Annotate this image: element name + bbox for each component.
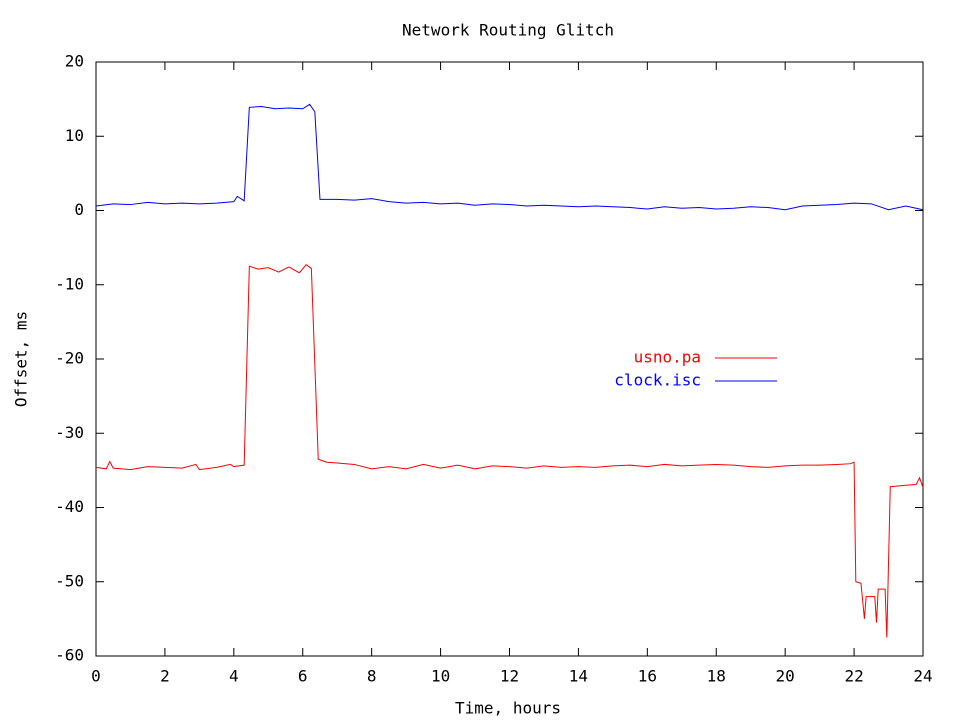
y-tick-label: 20 <box>65 52 84 71</box>
y-tick-label: -50 <box>55 571 84 590</box>
series-line <box>95 103 924 211</box>
x-tick-label: 18 <box>707 667 726 686</box>
y-tick-label: 10 <box>65 126 84 145</box>
y-tick-label: -10 <box>55 274 84 293</box>
x-tick-label: 0 <box>91 667 101 686</box>
x-tick-label: 10 <box>431 667 450 686</box>
x-tick-label: 4 <box>229 667 239 686</box>
y-tick-label: 0 <box>74 200 84 219</box>
legend-label: usno.pa <box>634 348 701 367</box>
x-tick-label: 14 <box>569 667 588 686</box>
series-line <box>95 264 924 638</box>
x-tick-label: 6 <box>298 667 308 686</box>
x-tick-label: 24 <box>913 667 932 686</box>
y-tick-label: -60 <box>55 646 84 665</box>
x-tick-label: 20 <box>776 667 795 686</box>
y-tick-label: -30 <box>55 423 84 442</box>
y-axis-label: Offset, ms <box>12 311 31 407</box>
x-tick-label: 16 <box>638 667 657 686</box>
y-tick-label: -20 <box>55 349 84 368</box>
x-tick-label: 22 <box>844 667 863 686</box>
legend-label: clock.isc <box>614 371 701 390</box>
x-axis-label: Time, hours <box>455 699 561 718</box>
y-tick-label: -40 <box>55 497 84 516</box>
chart-title: Network Routing Glitch <box>402 21 614 40</box>
x-tick-label: 2 <box>160 667 170 686</box>
x-tick-label: 12 <box>500 667 519 686</box>
x-tick-label: 8 <box>367 667 377 686</box>
